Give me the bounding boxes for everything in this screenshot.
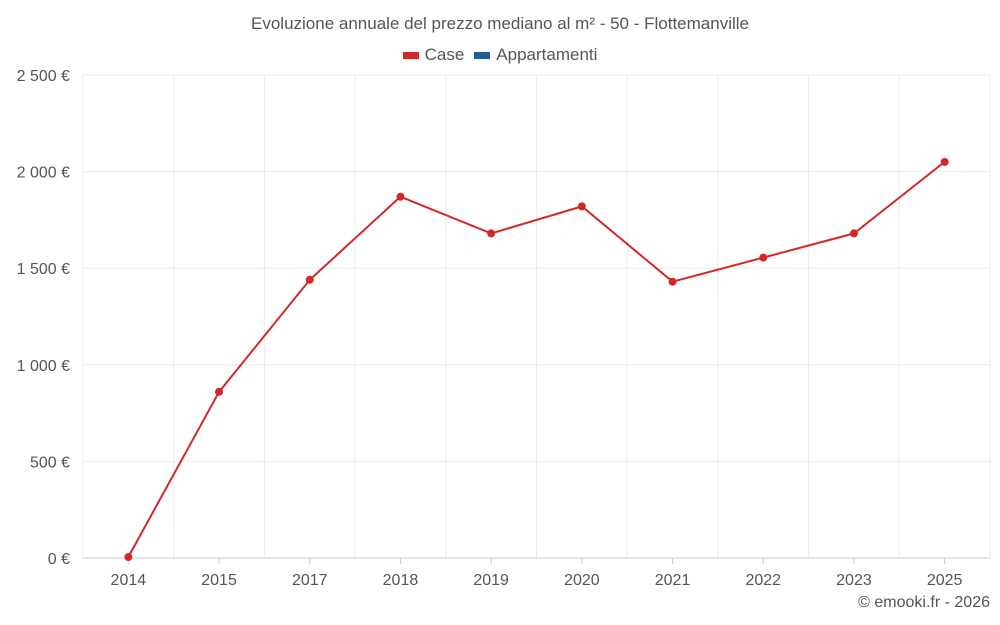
legend-label-appartamenti: Appartamenti — [496, 45, 598, 64]
grid-lines — [82, 74, 991, 559]
x-axis-labels: 2014 2015 2017 2018 2019 2020 2021 2022 2023 2025 — [111, 572, 963, 589]
data-point-case-2019[interactable] — [487, 229, 496, 238]
x-tick-label: 2014 — [111, 572, 147, 589]
y-axis-labels: 0 € 500 € 1 000 € 1 500 € 2 000 € 2 500 € — [17, 68, 70, 568]
chart-legend: Case Appartamenti — [0, 45, 1000, 65]
x-tick-label: 2020 — [564, 572, 600, 589]
axes — [83, 557, 990, 564]
data-point-case-2020[interactable] — [577, 202, 586, 211]
data-point-case-2017[interactable] — [305, 275, 314, 284]
legend-swatch-case — [402, 51, 419, 59]
x-tick-label: 2021 — [655, 572, 691, 589]
x-tick-label: 2018 — [383, 572, 419, 589]
y-tick-label: 1 000 € — [17, 358, 70, 375]
y-tick-label: 500 € — [30, 454, 70, 471]
data-point-case-2015[interactable] — [215, 387, 224, 396]
legend-item-appartamenti[interactable]: Appartamenti — [474, 45, 597, 65]
series-case — [124, 157, 949, 562]
legend-label-case: Case — [424, 45, 465, 64]
data-point-case-2025[interactable] — [940, 157, 949, 166]
credit-text: © emooki.fr - 2026 — [858, 594, 990, 611]
y-tick-label: 0 € — [48, 551, 70, 568]
series-line-case — [127, 161, 946, 558]
y-tick-label: 2 500 € — [17, 68, 70, 85]
x-tick-label: 2022 — [745, 572, 781, 589]
legend-item-case[interactable]: Case — [402, 45, 465, 65]
data-point-case-2023[interactable] — [849, 229, 858, 238]
data-point-case-2014[interactable] — [124, 553, 133, 562]
data-point-case-2021[interactable] — [668, 277, 677, 286]
y-tick-label: 2 000 € — [17, 165, 70, 182]
y-tick-label: 1 500 € — [17, 261, 70, 278]
data-point-case-2022[interactable] — [759, 253, 768, 262]
x-tick-label: 2015 — [201, 572, 237, 589]
x-tick-label: 2023 — [836, 572, 872, 589]
chart-title: Evoluzione annuale del prezzo mediano al… — [251, 14, 749, 33]
x-tick-label: 2019 — [473, 572, 509, 589]
data-point-case-2018[interactable] — [396, 192, 405, 201]
legend-swatch-appartamenti — [474, 51, 491, 59]
x-tick-label: 2025 — [927, 572, 963, 589]
x-tick-label: 2017 — [292, 572, 328, 589]
